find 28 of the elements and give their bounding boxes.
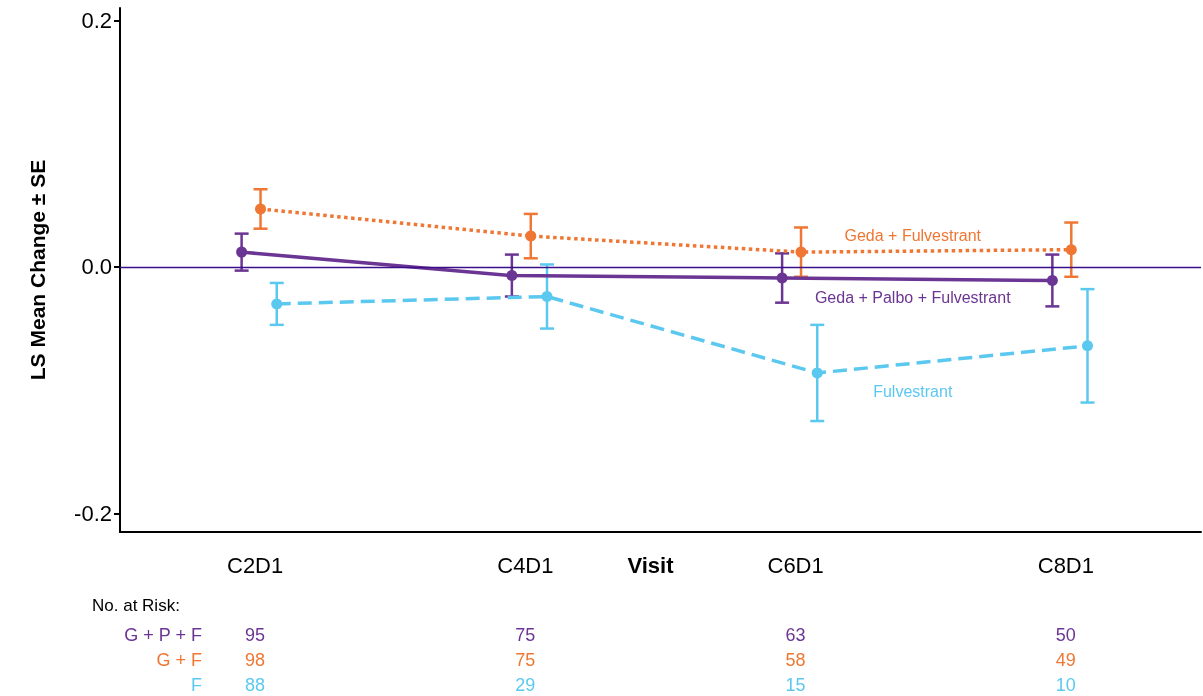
text: No. at Risk: (92, 595, 180, 615)
text: F (191, 675, 202, 695)
text: 75 (515, 650, 536, 670)
text: 88 (245, 675, 266, 695)
x-axis-title: Visit (627, 552, 675, 578)
text: 50 (1055, 625, 1076, 645)
text: 63 (785, 625, 806, 645)
text: G + F (156, 650, 202, 670)
y-tick-label: 0.0 (81, 254, 112, 280)
y-tick-label: -0.2 (74, 501, 112, 527)
text: G + P + F (124, 625, 202, 645)
text: 10 (1055, 675, 1076, 695)
series-label: Fulvestrant (873, 382, 953, 400)
x-tick-label: C2D1 (227, 552, 284, 578)
text: 98 (245, 650, 266, 670)
x-tick-label: C8D1 (1037, 552, 1094, 578)
text: 49 (1055, 650, 1076, 670)
y-tick-label: 0.2 (81, 7, 112, 33)
text: 58 (785, 650, 806, 670)
series-label: Geda + Fulvestrant (844, 227, 982, 245)
x-tick-label: C4D1 (497, 552, 554, 578)
text: 75 (515, 625, 536, 645)
text: 29 (515, 675, 536, 695)
x-tick-label: C6D1 (767, 552, 824, 578)
text: 95 (245, 625, 266, 645)
series-label: Geda + Palbo + Fulvestrant (814, 288, 1012, 306)
text: 15 (785, 675, 806, 695)
y-axis-title: LS Mean Change ± SE (26, 159, 49, 381)
